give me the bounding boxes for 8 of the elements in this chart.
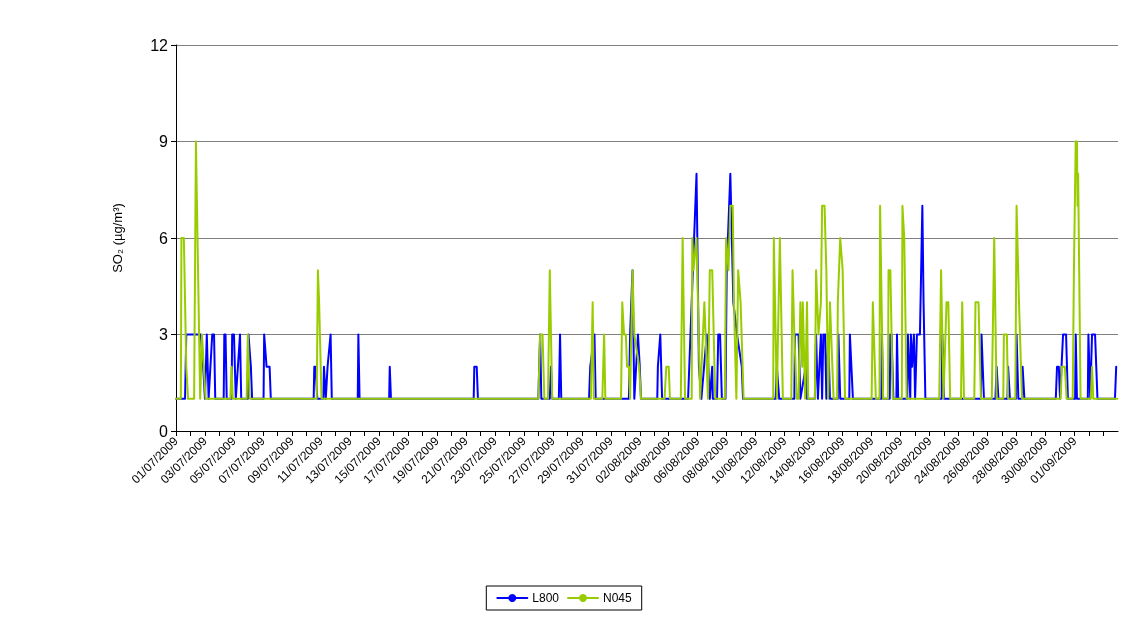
y-tick-label: 9 — [159, 133, 169, 150]
y-tick-label: 12 — [150, 36, 169, 54]
y-tick-label: 0 — [159, 422, 169, 440]
y-tick-label: 6 — [159, 229, 169, 247]
y-tick-label: 3 — [159, 326, 169, 343]
y-axis-title: SO₂ (µg/m³) — [110, 203, 125, 273]
legend-label: N045 — [603, 591, 633, 605]
legend-label: L800 — [532, 591, 560, 605]
